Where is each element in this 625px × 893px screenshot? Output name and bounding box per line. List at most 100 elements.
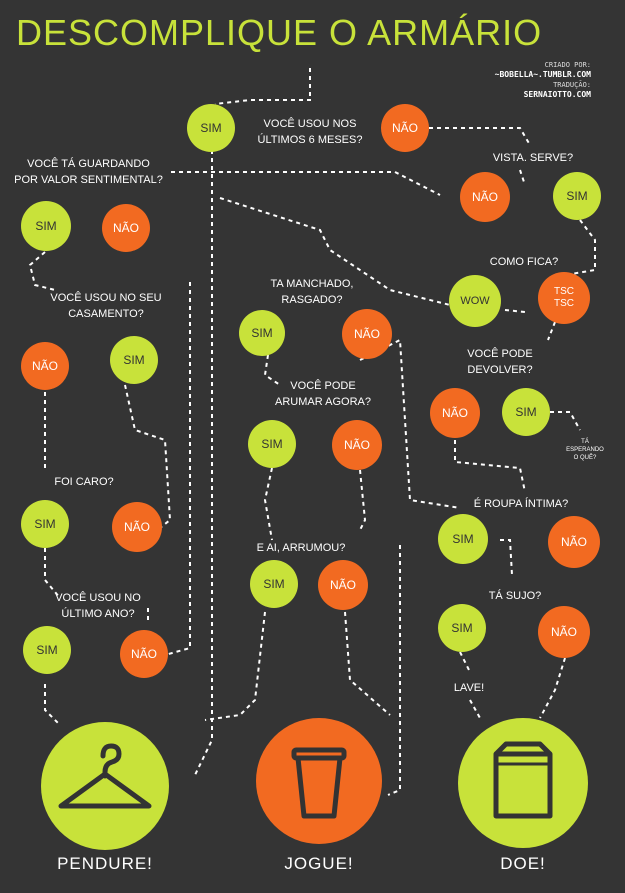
answer-nao-fits: NÃO xyxy=(102,204,150,252)
connector-line xyxy=(263,354,281,386)
connector-line xyxy=(405,127,531,146)
answer-sim-fix-now: SIM xyxy=(248,420,296,468)
created-by-label: CRIADO POR: xyxy=(544,61,591,69)
outcome-trash-label: JOGUE! xyxy=(284,854,354,873)
connector-line xyxy=(194,150,213,776)
connector-line xyxy=(44,548,61,599)
credits: CRIADO POR: ~BOBELLA~.TUMBLR.COM TRADUÇÃ… xyxy=(495,60,591,100)
answer-sim-expensive: SIM xyxy=(21,500,69,548)
answer-sim-underwear: SIM xyxy=(438,514,488,564)
translation-label: TRADUÇÃO: xyxy=(553,81,591,89)
connector-line xyxy=(164,282,191,656)
wash-note: LAVE! xyxy=(444,680,494,696)
outcome-donate-label: DOE! xyxy=(500,854,546,873)
outcome-keep xyxy=(41,722,169,850)
question-line: ARUMAR AGORA? xyxy=(275,396,371,408)
question-line: LAVE! xyxy=(453,682,485,694)
answer-tsc-line: TSC xyxy=(554,298,574,309)
question-last-year: VOCÊ USOU NO ÚLTIMO ANO? xyxy=(48,590,148,622)
question-line: TÁ SUJO? xyxy=(488,590,542,602)
outcome-keep-label: PENDURE! xyxy=(57,854,153,873)
connector-line xyxy=(214,99,311,105)
page-title: DESCOMPLIQUE O ARMÁRIO xyxy=(16,12,543,53)
question-stained: TA MANCHADO, RASGADO? xyxy=(262,276,362,308)
question-line: ÚLTIMOS 6 MESES? xyxy=(257,134,363,146)
answer-sim-last-year: SIM xyxy=(23,626,71,674)
connector-line xyxy=(344,611,391,716)
question-used-6-months: VOCÊ USOU NOS ÚLTIMOS 6 MESES? xyxy=(255,116,365,148)
created-by: ~BOBELLA~.TUMBLR.COM xyxy=(494,70,591,79)
question-line: VOCÊ USOU NOS xyxy=(263,118,357,130)
answer-sim-stained: SIM xyxy=(239,310,285,356)
answer-nao-stained: NÃO xyxy=(342,309,392,359)
connector-line xyxy=(500,539,513,576)
connector-line xyxy=(519,169,526,186)
connector-line xyxy=(44,684,61,726)
answer-sim-return: SIM xyxy=(502,388,550,436)
answer-nao-fixed: NÃO xyxy=(318,560,368,610)
connector-line xyxy=(387,545,401,796)
question-wedding: VOCÊ USOU NO SEU CASAMENTO? xyxy=(46,290,166,322)
connector-line xyxy=(28,251,56,291)
question-dirty: TÁ SUJO? xyxy=(480,588,550,604)
question-line: FOI CARO? xyxy=(54,476,114,488)
connector-line xyxy=(469,699,481,719)
question-sentimental: VOCÊ TÁ GUARDANDO POR VALOR SENTIMENTAL? xyxy=(6,156,171,188)
question-line: VISTA. SERVE? xyxy=(492,152,574,164)
question-line: VOCÊ USOU NO xyxy=(55,592,141,604)
connector-line xyxy=(539,657,566,719)
answer-sim-6-months: SIM xyxy=(187,104,235,152)
question-line: CASAMENTO? xyxy=(68,308,144,320)
question-line: VOCÊ USOU NO SEU xyxy=(50,292,162,304)
connector-line xyxy=(454,440,526,493)
question-fixed: E AI, ARRUMOU? xyxy=(246,540,356,556)
question-line: O QUÊ? xyxy=(573,455,597,461)
question-line: É ROUPA ÍNTIMA? xyxy=(473,498,569,510)
trash-cup-icon xyxy=(291,747,347,819)
answer-sim-dirty: SIM xyxy=(438,604,486,652)
connector-line xyxy=(459,651,471,673)
outcome-donate xyxy=(458,718,588,848)
connector-line xyxy=(359,469,367,531)
question-line: VOCÊ TÁ GUARDANDO xyxy=(27,158,150,170)
connector-line xyxy=(204,611,266,721)
answer-sim-sentimental: SIM xyxy=(21,201,71,251)
connector-line xyxy=(550,411,581,431)
question-line: ÚLTIMO ANO? xyxy=(61,608,135,620)
connector-line xyxy=(171,171,441,196)
question-try-fits: VISTA. SERVE? xyxy=(488,150,578,166)
translation-by: SERNAIOTTO.COM xyxy=(523,90,591,99)
answer-nao-sentimental: NÃO xyxy=(460,172,510,222)
answer-nao-6-months: NÃO xyxy=(381,104,429,152)
question-line: TÁ xyxy=(581,439,589,445)
question-line: VOCÊ PODE xyxy=(290,380,356,392)
hanger-icon xyxy=(58,743,152,809)
question-fix-now: VOCÊ PODE ARUMAR AGORA? xyxy=(268,378,378,410)
answer-sim-fits: SIM xyxy=(553,172,601,220)
question-line: ESPERANDO xyxy=(566,447,604,453)
answer-wow: WOW xyxy=(449,275,501,327)
answer-nao-wedding: NÃO xyxy=(21,342,69,390)
answer-nao-dirty: NÃO xyxy=(538,606,590,658)
question-expensive: FOI CARO? xyxy=(44,474,124,490)
answer-nao-expensive: NÃO xyxy=(112,502,162,552)
answer-tsc-line: TSC xyxy=(554,286,574,297)
connector-line xyxy=(504,309,526,313)
connector-line xyxy=(263,467,273,541)
connector-line xyxy=(124,384,172,529)
question-underwear: É ROUPA ÍNTIMA? xyxy=(466,496,576,512)
connector-line xyxy=(547,321,556,341)
question-line: E AI, ARRUMOU? xyxy=(256,542,346,554)
connector-line xyxy=(564,219,596,276)
answer-tsc: TSC TSC xyxy=(538,272,590,324)
question-line: POR VALOR SENTIMENTAL? xyxy=(14,174,163,186)
question-line: COMO FICA? xyxy=(489,256,559,268)
donation-box-icon xyxy=(493,741,553,819)
answer-sim-fixed: SIM xyxy=(250,560,298,608)
answer-nao-last-year: NÃO xyxy=(120,630,168,678)
answer-sim-wedding: SIM xyxy=(110,336,158,384)
answer-nao-underwear: NÃO xyxy=(548,516,600,568)
answer-nao-return: NÃO xyxy=(430,388,480,438)
